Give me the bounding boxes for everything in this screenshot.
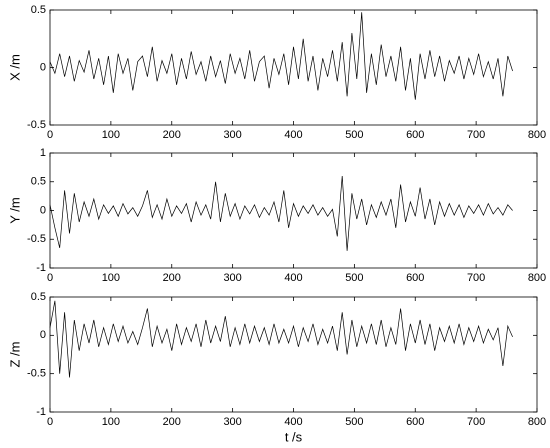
y-tick-label: -0.5	[27, 119, 46, 131]
x-tick-label: 700	[467, 416, 485, 428]
x-tick-label: 500	[345, 416, 363, 428]
data-line	[49, 175, 513, 251]
axes-box	[49, 9, 538, 126]
y-tick-label: 1	[40, 147, 46, 159]
x-tick-label: 800	[528, 272, 546, 284]
x-tick-label: 200	[163, 272, 181, 284]
x-tick-label: 400	[284, 416, 302, 428]
x-tick-label: 500	[345, 272, 363, 284]
x-tick-label: 200	[163, 129, 181, 141]
x-tick-label: 600	[406, 129, 424, 141]
y-tick-label: 0.5	[31, 291, 46, 303]
data-line	[49, 12, 513, 100]
y-tick-label: -1	[36, 262, 46, 274]
data-line	[49, 300, 513, 378]
y-tick-label: 0.5	[31, 176, 46, 188]
x-tick-label: 100	[102, 272, 120, 284]
axes-box	[49, 296, 538, 413]
y-tick-label: -1	[36, 406, 46, 418]
x-tick-label: 300	[223, 272, 241, 284]
x-tick-label: 0	[47, 129, 53, 141]
x-tick-label: 400	[284, 272, 302, 284]
y-tick-label: -0.5	[27, 233, 46, 245]
y-axis-label: X /m	[7, 54, 22, 81]
y-axis-label: Z /m	[7, 342, 22, 368]
x-axis-label: t /s	[285, 429, 303, 444]
x-tick-label: 100	[102, 416, 120, 428]
x-tick-label: 800	[528, 416, 546, 428]
x-tick-label: 600	[406, 416, 424, 428]
x-tick-label: 700	[467, 272, 485, 284]
x-tick-label: 300	[223, 129, 241, 141]
x-tick-label: 100	[102, 129, 120, 141]
y-tick-label: 0	[40, 329, 46, 341]
y-tick-label: 0.5	[31, 4, 46, 16]
x-tick-label: 200	[163, 416, 181, 428]
x-tick-label: 600	[406, 272, 424, 284]
y-tick-label: -0.5	[27, 368, 46, 380]
x-tick-label: 0	[47, 416, 53, 428]
x-tick-label: 0	[47, 272, 53, 284]
y-axis-label: Y /m	[7, 197, 22, 224]
y-tick-label: 0	[40, 204, 46, 216]
y-tick-label: 0	[40, 61, 46, 73]
x-tick-label: 800	[528, 129, 546, 141]
x-tick-label: 300	[223, 416, 241, 428]
x-tick-label: 500	[345, 129, 363, 141]
x-tick-label: 400	[284, 129, 302, 141]
axes-box	[49, 152, 538, 269]
x-tick-label: 700	[467, 129, 485, 141]
